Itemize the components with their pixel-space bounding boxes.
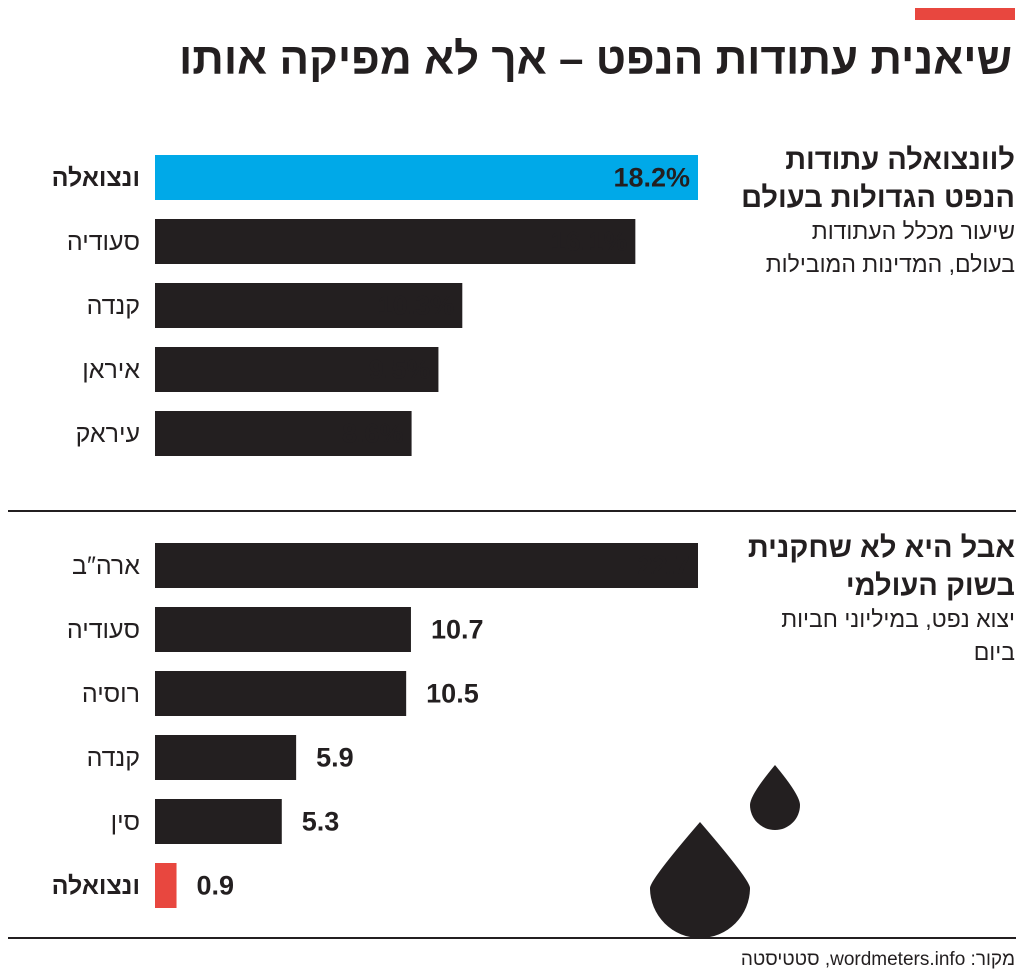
category-label: סעודיה — [67, 228, 140, 256]
bar — [155, 863, 177, 908]
page-title: שיאנית עתודות הנפט – אך לא מפיקה אותו — [179, 35, 1012, 84]
category-label: איראן — [82, 356, 140, 384]
category-label: עיראק — [76, 420, 140, 448]
value-label: 9.5% — [369, 355, 431, 385]
value-label: 10.5 — [426, 679, 479, 709]
chart-subtitle: שיעור מכלל העתודות בעולם, המדינות המובילו… — [766, 218, 1015, 277]
oil-drop — [750, 765, 800, 830]
category-label: ארה″ב — [72, 552, 140, 580]
value-label: 16.1% — [551, 227, 628, 257]
source: מקור: wordmeters.info, סטטיסטה — [741, 949, 1015, 970]
bar — [155, 671, 407, 716]
category-label: קנדה — [87, 292, 140, 320]
chart-subtitle: יצוא נפט, במיליוני חביות ביום — [781, 606, 1015, 665]
value-label: 22.7 — [637, 551, 690, 581]
accent-bar — [915, 8, 1015, 20]
oil-drop — [650, 822, 750, 938]
bar — [155, 411, 412, 456]
value-label: 5.3 — [302, 807, 340, 837]
value-label: 10.7 — [431, 615, 484, 645]
bar — [155, 543, 698, 588]
value-label: 0.9 — [197, 871, 235, 901]
bar — [155, 219, 636, 264]
bar — [155, 155, 698, 200]
category-label: סין — [111, 808, 140, 836]
bar — [155, 347, 439, 392]
bar — [155, 607, 411, 652]
value-label: 18.2% — [613, 163, 690, 193]
category-label: ונצואלה — [52, 164, 140, 192]
chart-title: אבל היא לא שחקנית בשוק העולמי — [748, 532, 1015, 602]
bar — [155, 799, 282, 844]
category-label: רוסיה — [82, 680, 140, 708]
value-label: 8.6% — [342, 419, 404, 449]
bar — [155, 735, 297, 780]
category-label: ונצואלה — [52, 872, 140, 900]
value-label: 10.3% — [378, 291, 455, 321]
category-label: סעודיה — [67, 616, 140, 644]
chart-title: לוונצואלה עתודות הנפט הגדולות בעולם — [741, 144, 1015, 214]
bar — [155, 283, 463, 328]
category-label: קנדה — [87, 744, 140, 772]
value-label: 5.9 — [316, 743, 354, 773]
